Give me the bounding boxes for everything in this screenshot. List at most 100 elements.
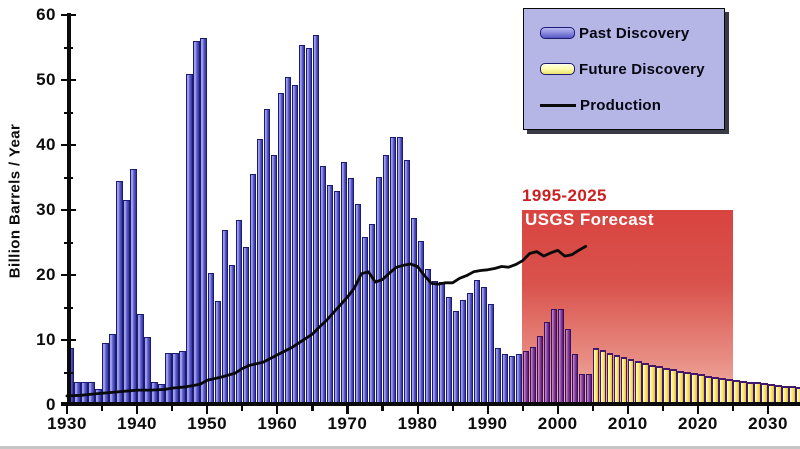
bar-past-1970 [347,178,355,404]
bar-past-1950 [207,273,214,404]
bar-past-1943 [158,384,165,404]
bar-past-2001 [565,328,572,404]
y-tick-40 [61,144,76,147]
legend-label-production: Production [580,96,662,114]
bar-past-1955 [242,247,249,404]
bar-future-2033 [789,386,796,404]
x-tick-1960 [276,405,279,414]
bar-past-1952 [221,229,228,404]
bar-past-1990 [487,304,495,404]
bar-past-1988 [473,280,481,404]
bar-past-1959 [270,155,277,404]
y-tick-label-60: 60 [36,5,56,24]
production-line-swatch-icon [540,103,576,107]
y-tick-label-20: 20 [36,265,56,284]
bar-past-1977 [396,136,404,404]
bar-future-2028 [754,382,761,404]
bar-past-1935 [102,343,109,404]
bar-past-1939 [130,169,137,404]
bar-past-1978 [403,159,411,404]
x-tick-label-1950: 1950 [187,414,228,433]
bar-future-2023 [719,377,726,404]
bar-past-1986 [459,299,467,404]
x-tick-label-2010: 2010 [607,414,648,433]
bar-past-1938 [123,200,130,404]
bar-past-1999 [550,308,558,404]
y-tick-25 [64,241,73,244]
bar-future-2020 [698,374,705,404]
x-axis [61,402,800,406]
bar-future-2014 [656,366,663,404]
bar-past-1992 [501,353,509,404]
y-tick-50 [61,79,76,82]
bar-future-2032 [782,385,789,404]
y-tick-label-10: 10 [36,330,56,349]
bar-past-1956 [249,174,256,404]
bar-past-2002 [572,354,579,404]
bar-future-2031 [775,384,782,404]
y-tick-5 [64,371,73,374]
bar-past-1953 [228,265,235,404]
bar-past-1972 [361,237,369,404]
bar-future-2007 [607,353,614,404]
legend: Past Discovery Future Discovery Producti… [523,8,725,130]
bar-future-2021 [705,375,712,404]
bar-future-2008 [614,354,621,404]
bar-past-1947 [186,73,193,404]
bar-past-1948 [193,41,200,404]
bar-past-1931 [74,382,81,404]
bar-past-1980 [417,240,425,404]
legend-item-future-discovery: Future Discovery [540,61,718,78]
bar-future-2026 [740,380,747,404]
bar-past-1979 [410,218,418,404]
y-axis-title: Billion Barrels / Year [6,123,24,279]
bar-past-1974 [375,176,383,404]
bar-past-1966 [319,165,327,404]
x-tick-2000 [556,405,559,414]
bar-past-1941 [144,336,151,404]
bar-past-1951 [214,301,221,404]
bar-past-1933 [88,382,95,404]
bar-future-2011 [635,360,642,404]
bar-past-1958 [263,109,270,404]
bar-future-2034 [796,386,800,404]
x-tick-label-1940: 1940 [117,414,157,433]
bar-past-1969 [340,161,348,404]
bar-past-1987 [466,292,474,404]
legend-item-production: Production [540,97,718,114]
forecast-label-text: USGS Forecast [525,210,654,229]
bar-past-1960 [277,93,284,404]
legend-item-past-discovery: Past Discovery [540,25,718,42]
forecast-range-text: 1995-2025 [522,186,607,205]
bar-past-1940 [137,314,144,404]
bar-past-1976 [389,136,397,404]
y-tick-10 [61,339,76,342]
bar-past-1946 [179,351,186,404]
x-tick-1940 [136,405,139,414]
x-tick-2030 [767,405,770,414]
bar-future-2005 [593,347,600,404]
bar-past-1981 [424,269,432,404]
y-tick-60 [61,14,76,17]
x-tick-1930 [66,405,69,414]
bar-past-1997 [536,336,544,404]
bar-past-1996 [529,347,537,404]
bar-past-1971 [354,203,362,404]
bar-future-2024 [726,378,733,404]
bar-past-2000 [558,308,565,404]
bar-future-2018 [684,371,691,404]
bar-past-1965 [312,34,320,404]
y-tick-0 [61,404,76,407]
bar-past-1962 [291,84,298,404]
y-tick-20 [61,274,76,277]
x-tick-2020 [696,405,700,414]
y-tick-45 [64,111,73,114]
legend-label-past-discovery: Past Discovery [579,24,690,42]
bar-future-2010 [628,358,635,404]
bar-past-1954 [235,219,242,404]
y-tick-15 [64,306,73,309]
bar-past-1964 [305,47,313,404]
x-tick-label-2020: 2020 [677,414,718,433]
y-tick-label-40: 40 [36,135,56,154]
